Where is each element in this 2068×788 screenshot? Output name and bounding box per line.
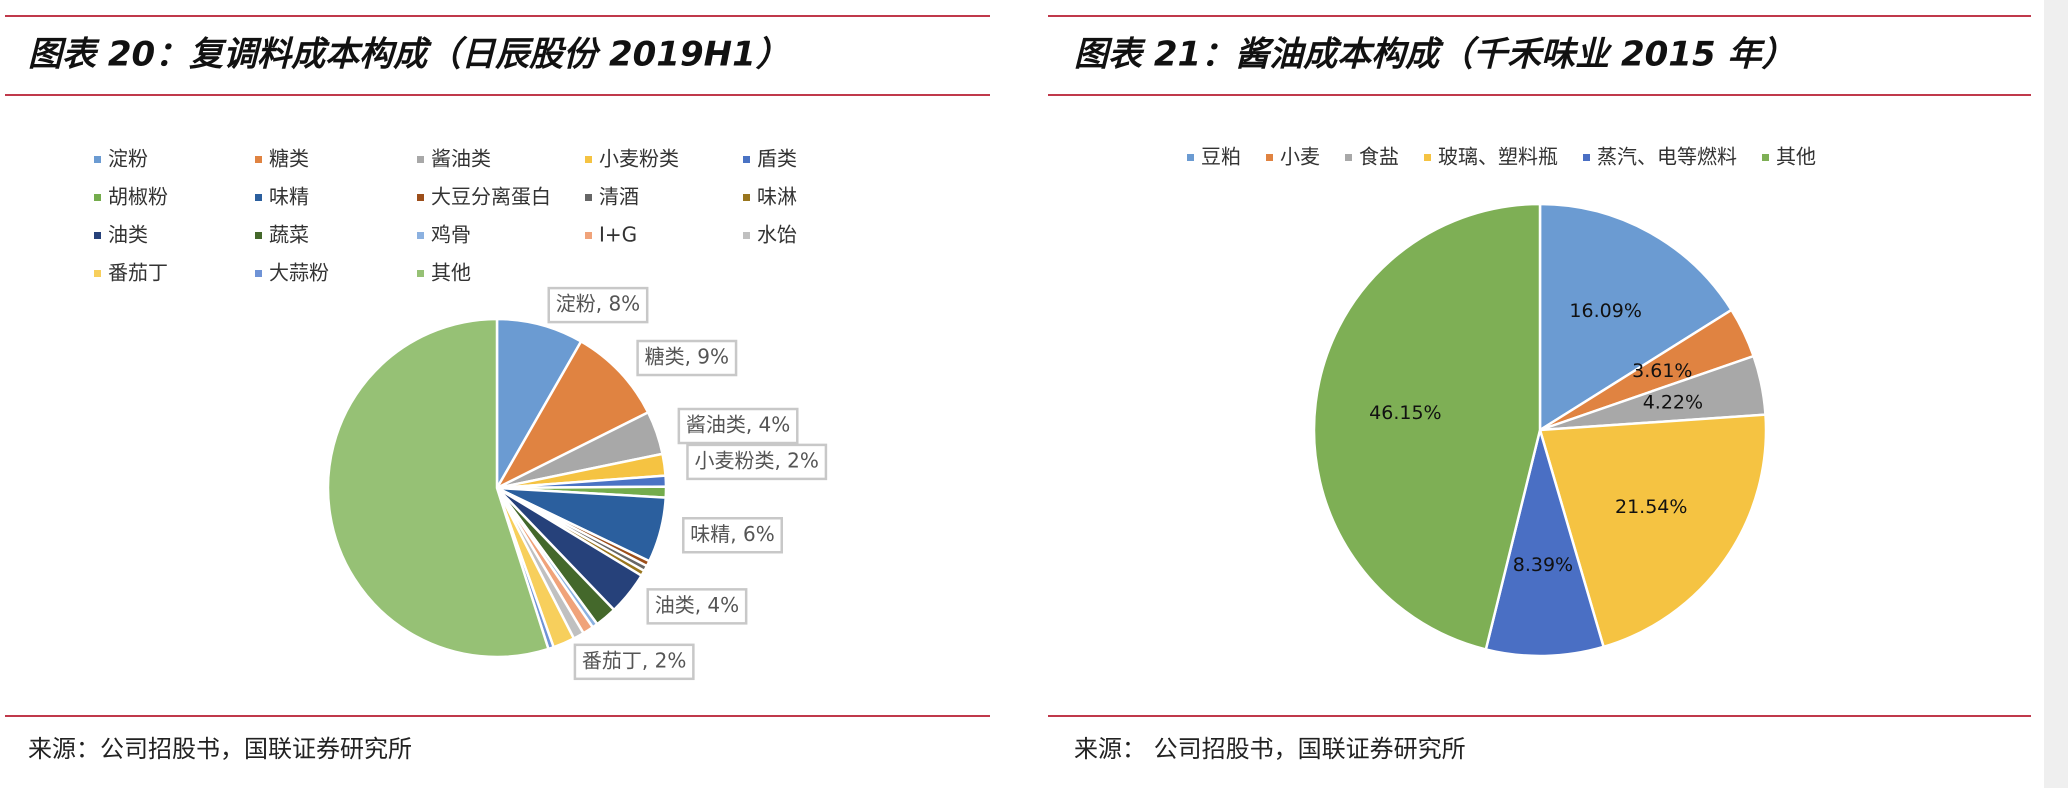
- pie-slice: [1538, 413, 1768, 649]
- legend-label: 番茄丁: [108, 261, 168, 285]
- data-label: 油类, 4%: [655, 593, 739, 617]
- pie-slice: [1484, 425, 1606, 658]
- data-label: 16.09%: [1569, 300, 1641, 322]
- legend-swatch: [417, 232, 424, 239]
- data-label: 淀粉, 8%: [556, 292, 640, 316]
- legend-label: 酱油类: [431, 147, 491, 171]
- legend-label: 胡椒粉: [108, 185, 168, 209]
- legend-swatch: [743, 156, 750, 163]
- legend-label: 其他: [1776, 145, 1816, 169]
- label-box: [573, 643, 695, 681]
- legend-swatch: [417, 194, 424, 201]
- legend-swatch: [1187, 154, 1194, 161]
- legend-label: 水饴: [757, 223, 797, 247]
- legend-swatch: [255, 232, 262, 239]
- legend-label: 清酒: [599, 185, 639, 209]
- label-box: [682, 517, 783, 554]
- chart-panel: 图表 21：酱油成本构成（千禾味业 2015 年） 来源： 公司招股书，国联证券研…: [1048, 15, 2031, 763]
- pie-slice: [1538, 202, 1734, 433]
- legend-label: 其他: [431, 261, 471, 285]
- legend-swatch: [585, 194, 592, 201]
- label-box: [677, 407, 799, 445]
- legend-label: 小麦粉类: [599, 147, 679, 171]
- legend-label: 小麦: [1280, 145, 1320, 169]
- data-label: 糖类, 9%: [645, 345, 729, 369]
- legend-swatch: [743, 232, 750, 239]
- pie-slice: [326, 317, 551, 659]
- label-box: [547, 286, 649, 324]
- chart-panel: 图表 20：复调料成本构成（日辰股份 2019H1） 来源：公司招股书，国联证券研…: [5, 15, 990, 763]
- data-label: 味精, 6%: [690, 522, 774, 546]
- legend-label: 豆粕: [1201, 145, 1241, 169]
- pie-slice: [493, 339, 650, 491]
- legend-swatch: [94, 194, 101, 201]
- legend-label: 味精: [269, 185, 309, 209]
- legend-swatch: [585, 156, 592, 163]
- pie-slice: [1312, 202, 1542, 651]
- legend-swatch: [417, 156, 424, 163]
- legend-label: 盾类: [757, 147, 797, 171]
- data-label: 3.61%: [1632, 360, 1692, 382]
- data-label: 21.54%: [1615, 496, 1687, 518]
- edge-strip: [2044, 0, 2068, 788]
- legend-label: I+G: [599, 223, 637, 247]
- legend-swatch: [1424, 154, 1431, 161]
- legend-label: 味淋: [757, 185, 797, 209]
- data-label: 番茄丁, 2%: [582, 648, 686, 672]
- legend-swatch: [94, 156, 101, 163]
- legend-swatch: [1762, 154, 1769, 161]
- legend-label: 玻璃、塑料瓶: [1438, 145, 1558, 169]
- legend-label: 鸡骨: [431, 223, 471, 247]
- legend-label: 蔬菜: [269, 223, 309, 247]
- legend-label: 大豆分离蛋白: [431, 185, 551, 209]
- pie-slice: [495, 317, 583, 493]
- data-label: 酱油类, 4%: [686, 413, 790, 437]
- legend-label: 大蒜粉: [269, 261, 329, 285]
- data-label: 46.15%: [1369, 402, 1441, 424]
- legend-swatch: [94, 270, 101, 277]
- legend-swatch: [585, 232, 592, 239]
- source-note: 来源：公司招股书，国联证券研究所: [28, 735, 412, 763]
- legend-swatch: [417, 270, 424, 277]
- legend-label: 食盐: [1359, 145, 1399, 169]
- legend-swatch: [1583, 154, 1590, 161]
- data-label: 小麦粉类, 2%: [694, 448, 818, 472]
- legend-swatch: [743, 194, 750, 201]
- legend-swatch: [255, 270, 262, 277]
- label-box: [646, 588, 748, 625]
- chart-title: 图表 20：复调料成本构成（日辰股份 2019H1）: [28, 35, 790, 75]
- chart-title: 图表 21：酱油成本构成（千禾味业 2015 年）: [1074, 35, 1795, 75]
- source-note: 来源： 公司招股书，国联证券研究所: [1074, 735, 1466, 763]
- legend-swatch: [94, 232, 101, 239]
- label-box: [686, 443, 828, 481]
- data-label: 4.22%: [1643, 392, 1703, 414]
- legend-swatch: [255, 156, 262, 163]
- legend-label: 淀粉: [108, 147, 148, 171]
- legend-swatch: [1345, 154, 1352, 161]
- legend-label: 糖类: [269, 147, 309, 171]
- label-box: [636, 339, 738, 377]
- legend-swatch: [255, 194, 262, 201]
- legend-label: 油类: [108, 223, 148, 247]
- data-label: 8.39%: [1513, 554, 1573, 576]
- legend-label: 蒸汽、电等燃料: [1597, 145, 1737, 169]
- legend-swatch: [1266, 154, 1273, 161]
